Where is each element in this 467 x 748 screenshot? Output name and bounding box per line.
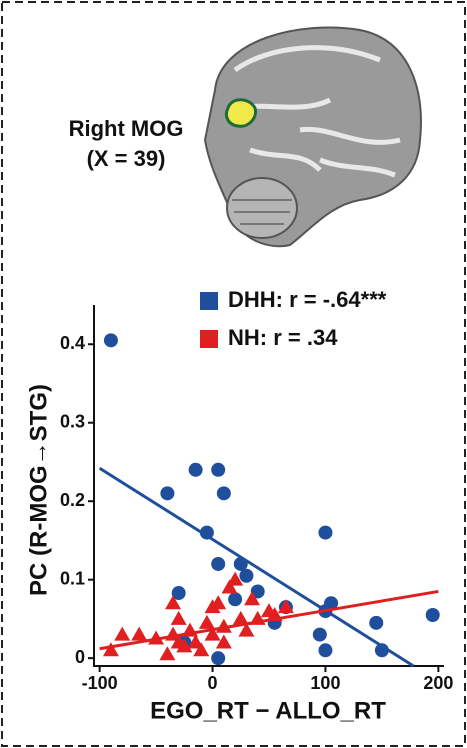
legend-label: NH: r = .34 (228, 325, 338, 350)
data-point (131, 627, 147, 641)
data-point (239, 569, 253, 583)
y-tick-label: 0.4 (60, 333, 85, 353)
x-tick-label: 200 (423, 673, 453, 693)
coordinate-label: (X = 39) (87, 146, 166, 171)
data-point (104, 333, 118, 347)
brain-image (205, 28, 421, 247)
legend-swatch (200, 330, 218, 348)
data-point (313, 628, 327, 642)
data-point (114, 627, 130, 641)
y-axis-label: PC (R-MOG→STG) (25, 384, 52, 596)
fit-line (100, 468, 414, 666)
data-point (211, 463, 225, 477)
x-tick-label: 100 (310, 673, 340, 693)
x-tick-label: -100 (82, 673, 118, 693)
data-point (369, 616, 383, 630)
x-axis-label: EGO_RT − ALLO_RT (150, 697, 386, 724)
data-point (160, 486, 174, 500)
data-point (171, 611, 187, 625)
y-tick-label: 0.1 (60, 568, 85, 588)
legend-label: DHH: r = -.64*** (228, 287, 387, 312)
y-tick-label: 0.2 (60, 490, 85, 510)
data-point (211, 651, 225, 665)
y-tick-label: 0 (75, 647, 85, 667)
data-point (318, 526, 332, 540)
data-point (318, 643, 332, 657)
region-label: Right MOG (69, 116, 184, 141)
legend-swatch (200, 292, 218, 310)
figure: Right MOG (X = 39) EGO_RT − ALLO_RT PC (… (0, 0, 467, 748)
fit-line (100, 591, 439, 648)
data-point (217, 486, 231, 500)
data-point (189, 463, 203, 477)
x-tick-label: 0 (208, 673, 218, 693)
data-point (211, 557, 225, 571)
data-point (426, 608, 440, 622)
data-point (228, 592, 242, 606)
y-tick-label: 0.3 (60, 411, 85, 431)
data-point (216, 634, 232, 648)
